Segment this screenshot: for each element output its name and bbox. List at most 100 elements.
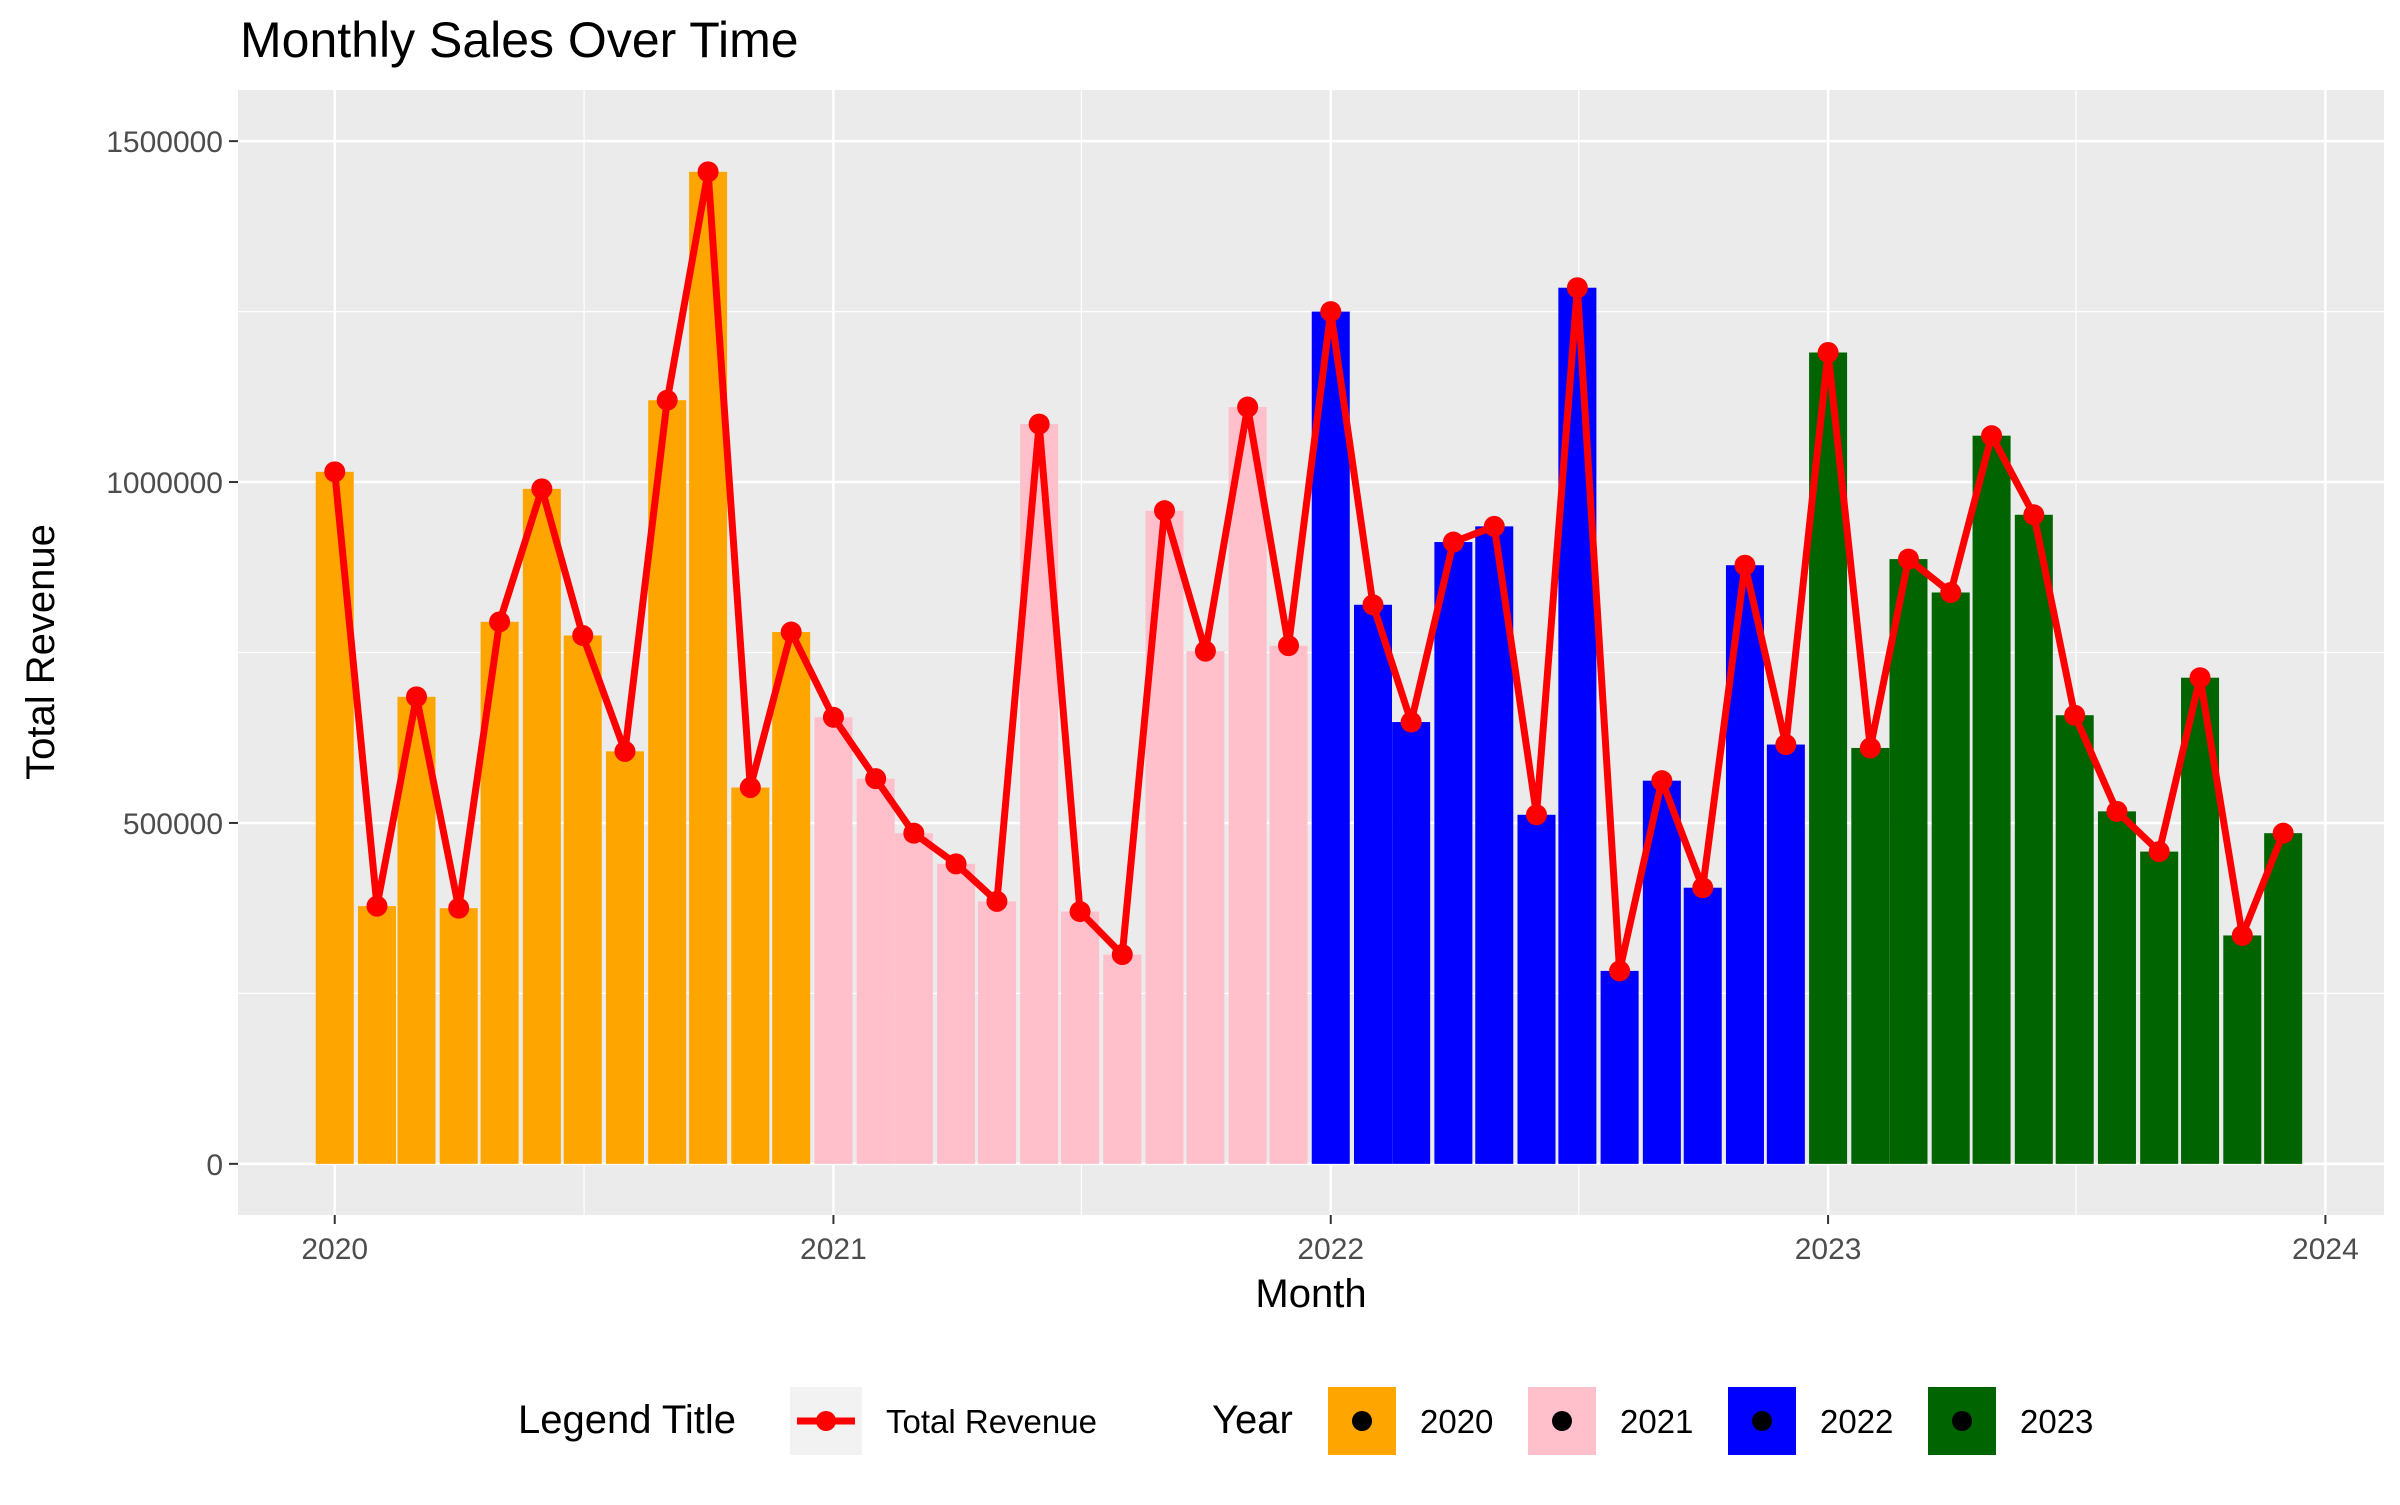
y-tick-label: 1000000 xyxy=(106,467,223,500)
revenue-point xyxy=(1237,396,1259,418)
bar xyxy=(2097,811,2136,1164)
bar xyxy=(977,901,1016,1164)
bar xyxy=(2264,833,2303,1164)
bar-layer xyxy=(315,171,2303,1164)
bar xyxy=(522,488,561,1164)
bar xyxy=(439,908,478,1164)
revenue-point xyxy=(1400,711,1422,733)
bar xyxy=(1683,887,1722,1164)
revenue-point xyxy=(614,740,636,762)
fill-legend-items: 2020 2021 2022 2023 xyxy=(1328,1387,2093,1455)
y-tick-label: 500000 xyxy=(123,808,223,841)
revenue-point xyxy=(489,611,511,633)
revenue-point xyxy=(780,621,802,643)
bar xyxy=(1392,722,1431,1164)
bar xyxy=(1851,747,1890,1164)
revenue-point xyxy=(2189,667,2211,689)
revenue-point xyxy=(324,461,346,483)
bar xyxy=(856,778,895,1164)
x-tick-label: 2023 xyxy=(1795,1233,1862,1266)
x-tick-label: 2024 xyxy=(2292,1233,2359,1266)
line-layer xyxy=(324,161,2294,982)
revenue-point xyxy=(1775,734,1797,756)
line-legend-label: Total Revenue xyxy=(886,1403,1097,1440)
x-tick-label: 2020 xyxy=(301,1233,368,1266)
revenue-point xyxy=(945,853,967,875)
revenue-point xyxy=(1362,594,1384,616)
bar xyxy=(605,751,644,1164)
bar xyxy=(2014,514,2053,1164)
revenue-line xyxy=(331,168,2287,975)
bar xyxy=(1889,559,1928,1164)
revenue-point xyxy=(1859,737,1881,759)
revenue-point xyxy=(2272,822,2294,844)
revenue-point xyxy=(1609,960,1631,982)
bar xyxy=(2223,935,2262,1164)
year-legend-label: 2023 xyxy=(2020,1403,2093,1440)
revenue-point xyxy=(739,777,761,798)
revenue-point xyxy=(2064,704,2086,726)
revenue-point xyxy=(1069,901,1091,923)
revenue-point xyxy=(1817,342,1839,363)
revenue-point xyxy=(1111,944,1133,966)
year-legend-label: 2021 xyxy=(1620,1403,1693,1440)
bar xyxy=(937,863,976,1164)
bar xyxy=(1145,510,1184,1164)
x-tick-label: 2022 xyxy=(1297,1233,1364,1266)
year-legend-marker xyxy=(1552,1411,1572,1431)
revenue-point xyxy=(2148,841,2170,863)
year-legend-label: 2020 xyxy=(1420,1403,1493,1440)
revenue-point xyxy=(2023,504,2045,526)
revenue-point xyxy=(405,686,427,708)
bar xyxy=(2140,851,2179,1164)
line-legend-marker xyxy=(816,1411,836,1431)
bar xyxy=(814,717,853,1164)
bar xyxy=(563,635,602,1164)
revenue-point xyxy=(448,897,470,919)
line-legend-title: Legend Title xyxy=(518,1398,736,1442)
bar xyxy=(1353,604,1393,1164)
y-axis-title: Total Revenue xyxy=(19,524,63,780)
bar xyxy=(1517,814,1556,1164)
revenue-point xyxy=(1320,301,1342,323)
bar xyxy=(1931,592,1970,1164)
revenue-point xyxy=(1566,277,1588,299)
y-tick-label: 0 xyxy=(206,1149,223,1182)
revenue-point xyxy=(903,822,925,844)
revenue-point xyxy=(1734,554,1756,576)
revenue-point xyxy=(1278,635,1300,657)
revenue-point xyxy=(1442,531,1464,553)
revenue-point xyxy=(2106,800,2128,822)
year-legend-marker xyxy=(1952,1411,1972,1431)
bar xyxy=(731,787,770,1164)
bar xyxy=(1103,954,1142,1164)
revenue-point xyxy=(572,624,594,646)
year-legend-marker xyxy=(1352,1411,1372,1431)
x-tick-label: 2021 xyxy=(800,1233,867,1266)
bar xyxy=(1972,435,2011,1164)
revenue-point xyxy=(1194,640,1216,662)
revenue-point xyxy=(1526,804,1548,826)
bar xyxy=(1061,911,1100,1164)
chart-title: Monthly Sales Over Time xyxy=(240,12,799,68)
revenue-point xyxy=(865,768,887,790)
bar xyxy=(894,833,933,1164)
bar xyxy=(2055,715,2094,1164)
revenue-point xyxy=(1981,425,2003,447)
revenue-point xyxy=(1692,877,1714,899)
revenue-point xyxy=(656,389,678,411)
revenue-point xyxy=(822,706,844,728)
bar xyxy=(1228,407,1267,1164)
revenue-point xyxy=(1940,582,1962,603)
bar xyxy=(357,906,396,1164)
bar xyxy=(1434,542,1473,1164)
revenue-point xyxy=(986,890,1008,912)
bar xyxy=(1269,645,1308,1164)
revenue-point xyxy=(697,161,719,183)
bar xyxy=(1600,970,1639,1164)
bar xyxy=(1311,311,1350,1164)
year-legend-label: 2022 xyxy=(1820,1403,1893,1440)
revenue-point xyxy=(1897,548,1919,570)
